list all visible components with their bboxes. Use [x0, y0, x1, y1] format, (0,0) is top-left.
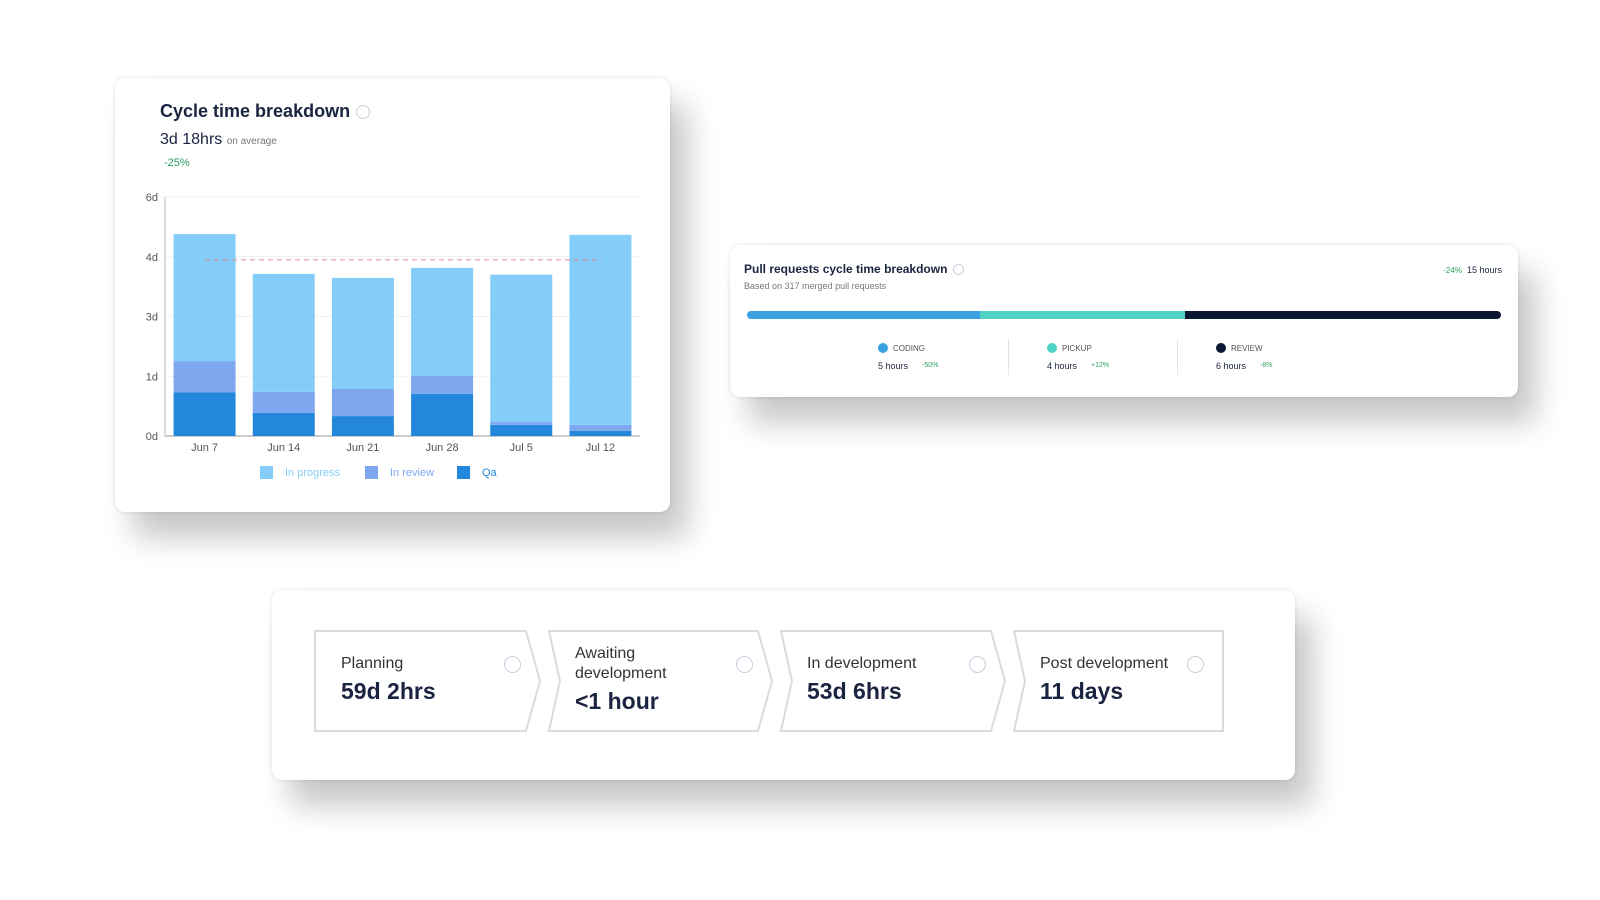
stage-name: CODING	[893, 344, 925, 353]
bar-segment	[252, 391, 315, 413]
summary-value: 3d 18hrs	[160, 131, 223, 148]
bar-segment	[490, 274, 553, 423]
bar-segment	[569, 430, 632, 436]
y-tick-label: 1d	[146, 371, 158, 383]
flow-outline	[314, 630, 542, 732]
info-icon	[356, 105, 371, 120]
legend-swatch	[457, 466, 470, 479]
chart-title: Cycle time breakdown	[160, 101, 371, 122]
legend-label: In review	[390, 467, 434, 479]
x-tick-label: Jun 28	[426, 442, 459, 454]
pr-total: -24% 15 hours	[1443, 265, 1502, 275]
flow-value: <1 hour	[575, 688, 659, 714]
stage-value: 5 hours	[878, 361, 909, 371]
chart: 0d 1d 3d 4d 6d Jun 7 Jun 14 Jun 21 Jun 28 Jul 5 Ju…	[146, 192, 640, 479]
x-tick-label: Jun 21	[346, 442, 379, 454]
stage-dot	[1216, 343, 1226, 353]
pr-change: -24%	[1443, 266, 1462, 275]
cycle-card: 0d 1d 3d 4d 6d Jun 7 Jun 14 Jun 21 Jun 28 Jul 5 Ju…	[115, 78, 670, 512]
stage-dot	[878, 343, 888, 353]
divider	[1177, 339, 1178, 375]
bar-segment	[173, 361, 236, 393]
pr-bar-review	[1185, 311, 1501, 319]
legend-swatch	[365, 466, 378, 479]
flow-value: 53d 6hrs	[807, 678, 902, 704]
flow-card: Planning 59d 2hrs Awaiting development <1 h…	[272, 590, 1295, 780]
bar-segment	[569, 424, 632, 431]
pr-title: Pull requests cycle time breakdown	[744, 262, 965, 276]
y-tick-label: 3d	[146, 312, 158, 324]
bar-segment	[252, 412, 315, 436]
stage-value: 4 hours	[1047, 361, 1078, 371]
divider	[1008, 339, 1009, 375]
flow-outline	[1013, 630, 1224, 732]
legend-swatch	[260, 466, 273, 479]
bar-segment	[411, 393, 474, 436]
x-tick-label: Jun 7	[191, 442, 218, 454]
flow-name: In development	[807, 655, 917, 672]
title-text: Cycle time breakdown	[160, 101, 351, 121]
flow-stage: Awaiting development <1 hour	[548, 630, 774, 732]
flow-value: 59d 2hrs	[341, 678, 436, 704]
stage-change: -8%	[1260, 362, 1273, 369]
y-tick-label: 6d	[146, 192, 158, 204]
info-icon	[736, 656, 753, 673]
flow-name: Post development	[1040, 655, 1169, 672]
flow-outline	[548, 630, 774, 732]
pr-bar	[747, 311, 1501, 319]
bar-segment	[331, 416, 394, 436]
summary: 3d 18hrs on average	[160, 131, 277, 149]
bar-segment	[173, 234, 236, 362]
info-icon	[969, 656, 986, 673]
flow-shape	[780, 630, 1007, 732]
flow-stage: Planning 59d 2hrs	[314, 630, 542, 732]
flow-shape	[548, 630, 774, 732]
bar-segment	[490, 424, 553, 436]
bar-segment	[411, 375, 474, 394]
bar-segment	[252, 273, 315, 392]
bar-segment	[411, 267, 474, 376]
x-tick-label: Jul 5	[510, 442, 533, 454]
info-icon	[504, 656, 521, 673]
pr-total-value: 15 hours	[1466, 265, 1502, 275]
flow-shape	[314, 630, 542, 732]
bar-segment	[331, 277, 394, 389]
info-icon	[1187, 656, 1204, 673]
x-tick-label: Jul 12	[586, 442, 615, 454]
pr-bar-coding	[747, 311, 980, 319]
flow-outline	[780, 630, 1007, 732]
legend-label: In progress	[285, 467, 341, 479]
stage-name: PICKUP	[1062, 344, 1092, 353]
bar-segment	[331, 388, 394, 417]
pr-card: Pull requests cycle time breakdown Based…	[730, 245, 1518, 397]
summary-change: -25%	[164, 157, 190, 169]
flow-value: 11 days	[1040, 678, 1124, 704]
stage-name: REVIEW	[1231, 344, 1263, 353]
x-tick-label: Jun 14	[267, 442, 300, 454]
pr-bar-pickup	[980, 311, 1185, 319]
flow-name: Awaiting development	[575, 645, 667, 682]
flow-stage: Post development 11 days	[1013, 630, 1224, 732]
flow-stage: In development 53d 6hrs	[780, 630, 1007, 732]
stage-change: +12%	[1091, 362, 1110, 369]
summary-note: on average	[226, 136, 277, 147]
bar-segment	[569, 234, 632, 425]
stage-dot	[1047, 343, 1057, 353]
flow-name: Planning	[341, 655, 404, 672]
y-tick-label: 4d	[146, 252, 158, 264]
stage-value: 6 hours	[1216, 361, 1247, 371]
bar-segment	[173, 392, 236, 436]
legend-label: Qa	[482, 467, 498, 479]
flow-shape	[1013, 630, 1224, 732]
pr-title-text: Pull requests cycle time breakdown	[744, 262, 948, 276]
y-tick-label: 0d	[146, 431, 158, 443]
stage-change: -50%	[922, 362, 939, 369]
pr-subtitle: Based on 317 merged pull requests	[744, 281, 887, 291]
bar-segment	[490, 422, 553, 425]
info-icon	[953, 264, 965, 276]
